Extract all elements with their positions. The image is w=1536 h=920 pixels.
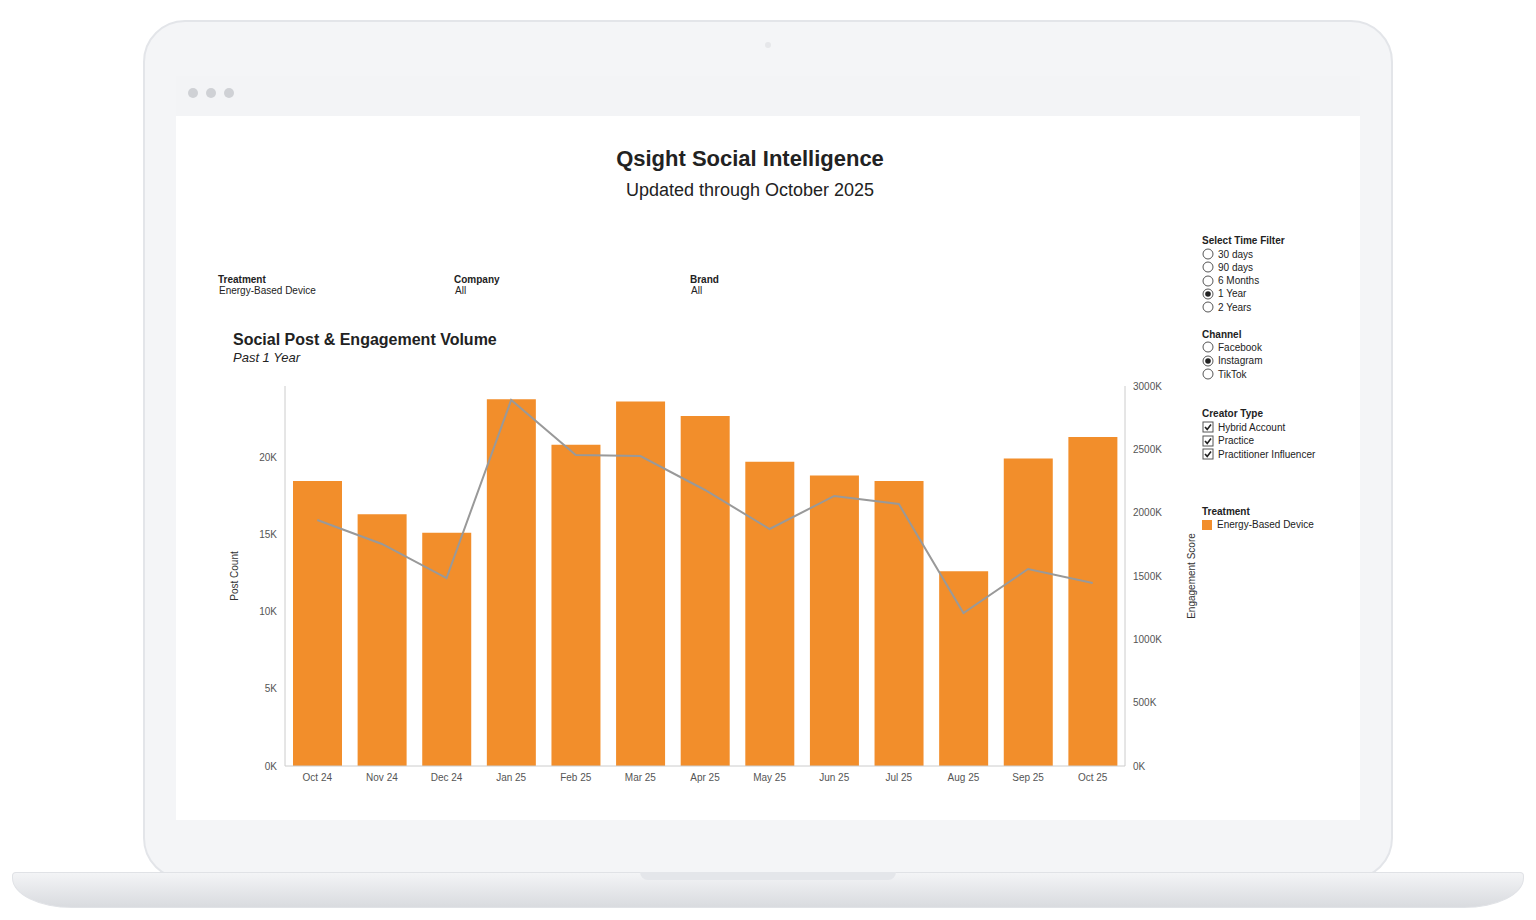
html-text:Select Time Filter: Select Time Filter [1202, 235, 1285, 246]
svg-text:0K: 0K [265, 761, 278, 772]
svg-text:Apr 25: Apr 25 [690, 772, 720, 783]
html-text:Treatment: Treatment [1202, 506, 1250, 517]
svg-text:1500K: 1500K [1133, 571, 1162, 582]
svg-text:Feb 25: Feb 25 [560, 772, 592, 783]
svg-text:2500K: 2500K [1133, 444, 1162, 455]
html-text:Creator Type: Creator Type [1202, 408, 1263, 419]
svg-text:Nov 24: Nov 24 [366, 772, 398, 783]
svg-text:1000K: 1000K [1133, 634, 1162, 645]
html-text:2 Years: 2 Years [1218, 301, 1252, 313]
html-text:30 days: 30 days [1218, 248, 1253, 260]
html-text:Social Post & Engagement Volum: Social Post & Engagement Volume [233, 331, 497, 348]
svg-text:0K: 0K [1133, 761, 1146, 772]
html-text:Instagram: Instagram [1218, 355, 1263, 366]
svg-text:15K: 15K [259, 529, 277, 540]
svg-text:Sep 25: Sep 25 [1012, 772, 1044, 783]
html-text:Facebook: Facebook [1218, 341, 1262, 353]
svg-text:3000K: 3000K [1133, 381, 1162, 392]
html-text:Brand: Brand [690, 274, 719, 285]
html-text:Energy-Based Device: Energy-Based Device [219, 285, 316, 296]
svg-text:Jan 25: Jan 25 [496, 772, 526, 783]
html-text:Treatment: Treatment [218, 274, 266, 285]
html-text:All: All [691, 285, 703, 296]
svg-text:May 25: May 25 [753, 772, 786, 783]
svg-text:Dec 24: Dec 24 [431, 772, 463, 783]
svg-text:Oct 25: Oct 25 [1078, 772, 1108, 783]
html-text:Practice: Practice [1218, 435, 1255, 446]
html-text:6 Months: 6 Months [1218, 275, 1260, 287]
html-text:All: All [455, 285, 467, 296]
svg-text:Jul 25: Jul 25 [886, 772, 913, 783]
html-text:Past 1 Year: Past 1 Year [233, 350, 300, 365]
svg-text:Post Count: Post Count [229, 551, 240, 601]
svg-text:Oct 24: Oct 24 [303, 772, 333, 783]
svg-text:Jun 25: Jun 25 [819, 772, 849, 783]
svg-text:Aug 25: Aug 25 [948, 772, 980, 783]
html-text:Updated through October 2025: Updated through October 2025 [625, 180, 875, 200]
html-text:Qsight Social Intelligence: Qsight Social Intelligence [616, 146, 884, 171]
html-text:Company: Company [454, 274, 500, 285]
html-text:Channel: Channel [1202, 329, 1242, 340]
svg-text:Mar 25: Mar 25 [625, 772, 657, 783]
svg-text:Engagement Score: Engagement Score [1186, 533, 1197, 619]
svg-text:5K: 5K [265, 683, 278, 694]
svg-text:10K: 10K [259, 606, 277, 617]
svg-text:500K: 500K [1133, 697, 1157, 708]
html-text:Energy-Based Device: Energy-Based Device [1217, 519, 1314, 530]
html-text:Practitioner Influencer: Practitioner Influencer [1218, 448, 1316, 460]
html-text:1 Year: 1 Year [1218, 288, 1247, 300]
svg-text:20K: 20K [259, 452, 277, 463]
svg-text:2000K: 2000K [1133, 507, 1162, 518]
html-text:TikTok: TikTok [1218, 368, 1247, 380]
html-text:90 days: 90 days [1218, 261, 1253, 273]
html-text:Hybrid Account: Hybrid Account [1218, 421, 1286, 433]
